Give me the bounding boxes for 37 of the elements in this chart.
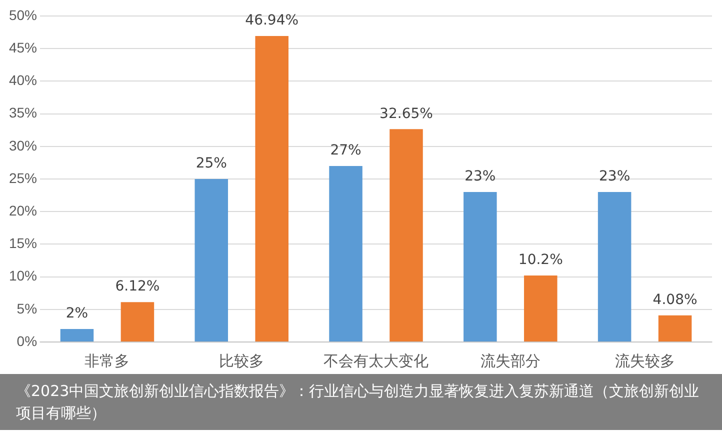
data-label: 23% xyxy=(464,168,496,185)
bar xyxy=(120,302,154,342)
y-tick-label: 35% xyxy=(8,104,38,121)
bar xyxy=(464,192,497,342)
text: 《2023中国文旅创新创业信心指数报告》：行业信心与创造力显著恢复进入复苏新通道（文旅创新创业项目有哪些） xyxy=(16,381,700,424)
y-tick-label: 15% xyxy=(8,235,38,252)
data-label: 6.12% xyxy=(115,278,160,295)
data-label: 27% xyxy=(330,142,362,159)
data-label: 2% xyxy=(66,306,88,322)
data-label: 10.2% xyxy=(518,252,563,268)
y-tick-label: 0% xyxy=(16,332,38,349)
bar xyxy=(194,179,228,342)
y-tick-label: 40% xyxy=(8,72,38,88)
bar xyxy=(329,166,362,342)
data-label: 46.94% xyxy=(245,12,299,29)
bar xyxy=(524,275,558,342)
y-tick-label: 5% xyxy=(16,300,38,316)
data-label: 23% xyxy=(599,168,630,185)
data-label: 25% xyxy=(196,156,227,172)
x-tick-label: 流失部分 xyxy=(480,353,540,370)
y-tick-label: 45% xyxy=(8,39,38,56)
bar xyxy=(598,192,632,342)
x-tick-label: 非常多 xyxy=(84,353,130,370)
bar xyxy=(60,328,94,342)
y-tick-label: 10% xyxy=(8,268,38,284)
data-label: 4.08% xyxy=(652,292,698,308)
bar xyxy=(255,36,288,342)
bar xyxy=(658,315,692,342)
y-tick-label: 25% xyxy=(8,170,38,186)
x-tick-label: 流失较多 xyxy=(614,353,675,370)
data-label: 32.65% xyxy=(380,106,433,122)
y-tick-label: 20% xyxy=(8,202,38,218)
y-tick-label: 50% xyxy=(8,6,38,23)
bar xyxy=(390,129,423,342)
y-tick-label: 30% xyxy=(8,137,38,154)
x-tick-label: 比较多 xyxy=(219,353,264,370)
x-tick-label: 不会有太大变化 xyxy=(324,353,429,370)
